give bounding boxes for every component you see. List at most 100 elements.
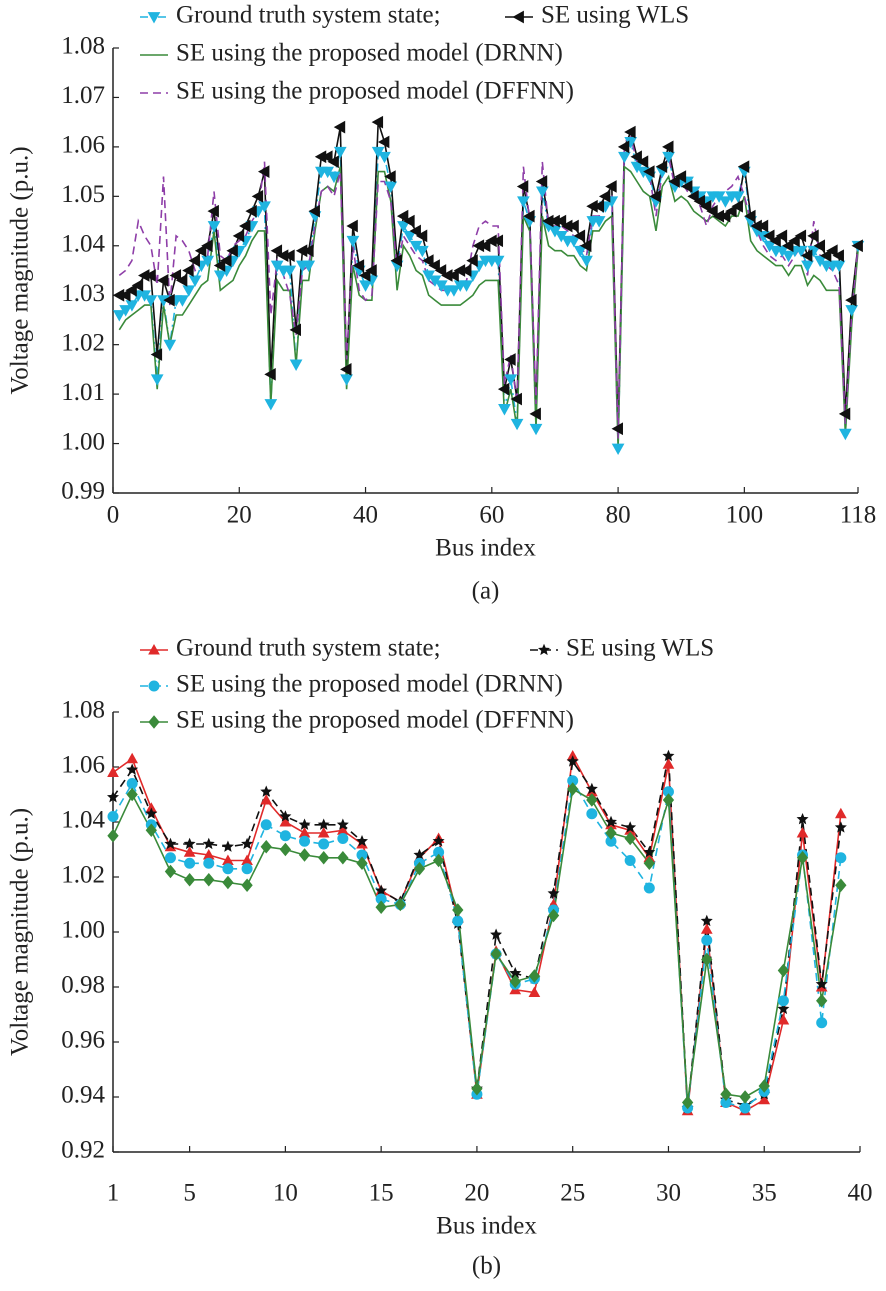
data-point: [756, 219, 769, 233]
data-point: [201, 239, 213, 253]
data-point: [592, 216, 606, 228]
data-point: [182, 285, 196, 297]
data-point: [834, 807, 847, 819]
data-point: [452, 903, 464, 917]
data-point: [270, 244, 283, 258]
data-point: [547, 908, 560, 923]
data-point: [687, 189, 699, 203]
data-point: [308, 204, 320, 218]
y-axis-label: Voltage magnitude (p.u.): [7, 146, 34, 394]
data-point: [777, 1002, 790, 1015]
y-tick-label: 1.07: [61, 82, 105, 109]
data-point: [447, 285, 461, 297]
data-point: [222, 863, 234, 875]
data-point: [336, 818, 349, 830]
data-point: [491, 234, 504, 248]
data-point: [794, 229, 807, 243]
data-point: [566, 755, 579, 767]
data-point: [535, 175, 548, 188]
data-point: [725, 204, 737, 218]
y-tick-label: 1.02: [61, 862, 105, 889]
data-point: [126, 787, 138, 802]
data-point: [579, 239, 592, 253]
data-point: [346, 235, 360, 248]
data-point: [260, 819, 272, 831]
y-tick-label: 1.06: [61, 132, 105, 159]
data-point: [737, 160, 750, 174]
data-point: [207, 221, 221, 233]
data-point: [611, 422, 623, 436]
data-point: [241, 863, 253, 875]
data-point: [681, 180, 693, 193]
data-point: [378, 151, 391, 164]
data-point: [580, 255, 593, 268]
data-point: [258, 201, 271, 213]
data-point: [131, 278, 144, 292]
data-point: [213, 259, 226, 272]
data-point: [333, 120, 346, 134]
data-point: [260, 839, 272, 854]
data-point: [279, 842, 292, 857]
data-point: [490, 928, 503, 940]
data-point: [201, 255, 215, 268]
data-point: [239, 219, 251, 233]
x-tick-label: 30: [656, 1180, 681, 1207]
data-point: [567, 219, 579, 233]
data-point: [775, 229, 788, 243]
data-point: [327, 171, 341, 184]
data-point: [126, 778, 138, 789]
data-point: [318, 850, 330, 865]
data-point: [777, 1013, 790, 1025]
y-tick-label: 1.04: [61, 807, 105, 834]
data-point: [409, 224, 421, 238]
data-point: [150, 348, 163, 361]
data-point: [302, 244, 314, 258]
legend-label: SE using WLS: [541, 2, 689, 29]
data-point: [655, 160, 668, 174]
series-line: [112, 787, 842, 1103]
data-point: [816, 1017, 828, 1029]
x-tick-label: 118: [840, 502, 877, 529]
data-point: [832, 249, 844, 263]
data-point: [478, 239, 491, 253]
data-point: [279, 830, 291, 842]
data-point: [375, 884, 388, 896]
data-point: [241, 837, 254, 850]
caption: (b): [472, 1253, 501, 1280]
data-point: [662, 151, 675, 164]
data-point: [183, 837, 196, 850]
data-point: [643, 882, 655, 894]
data-point: [452, 915, 464, 927]
y-tick-label: 1.08: [61, 697, 105, 724]
data-point: [788, 234, 800, 248]
data-point: [573, 229, 586, 243]
series-line: [112, 755, 842, 1109]
data-point: [359, 280, 372, 292]
data-point: [434, 264, 447, 277]
data-point: [624, 831, 636, 846]
data-point: [662, 749, 675, 762]
data-point: [144, 269, 156, 282]
x-tick-label: 40: [353, 502, 378, 529]
data-point: [801, 260, 814, 273]
data-point: [529, 423, 543, 436]
data-point: [365, 264, 377, 277]
legend-label: SE using the proposed model (DFFNN): [176, 78, 574, 105]
data-point: [668, 175, 680, 188]
data-point: [175, 274, 188, 287]
data-point: [662, 793, 675, 807]
data-point: [112, 310, 126, 322]
panel: 0.99 1.00 1.01 1.02 1.03 1.04 1.05 1.06 1.07 1.08…: [7, 2, 877, 605]
data-point: [125, 300, 139, 312]
data-point: [394, 897, 406, 912]
data-point: [245, 204, 257, 218]
legend-marker: [147, 12, 161, 24]
data-point: [510, 392, 522, 406]
data-point: [592, 199, 605, 213]
data-point: [333, 146, 347, 159]
data-point: [203, 857, 215, 869]
x-axis-label: Bus index: [436, 1213, 537, 1240]
data-point: [510, 418, 524, 431]
data-point: [119, 305, 132, 317]
data-point: [340, 363, 352, 376]
